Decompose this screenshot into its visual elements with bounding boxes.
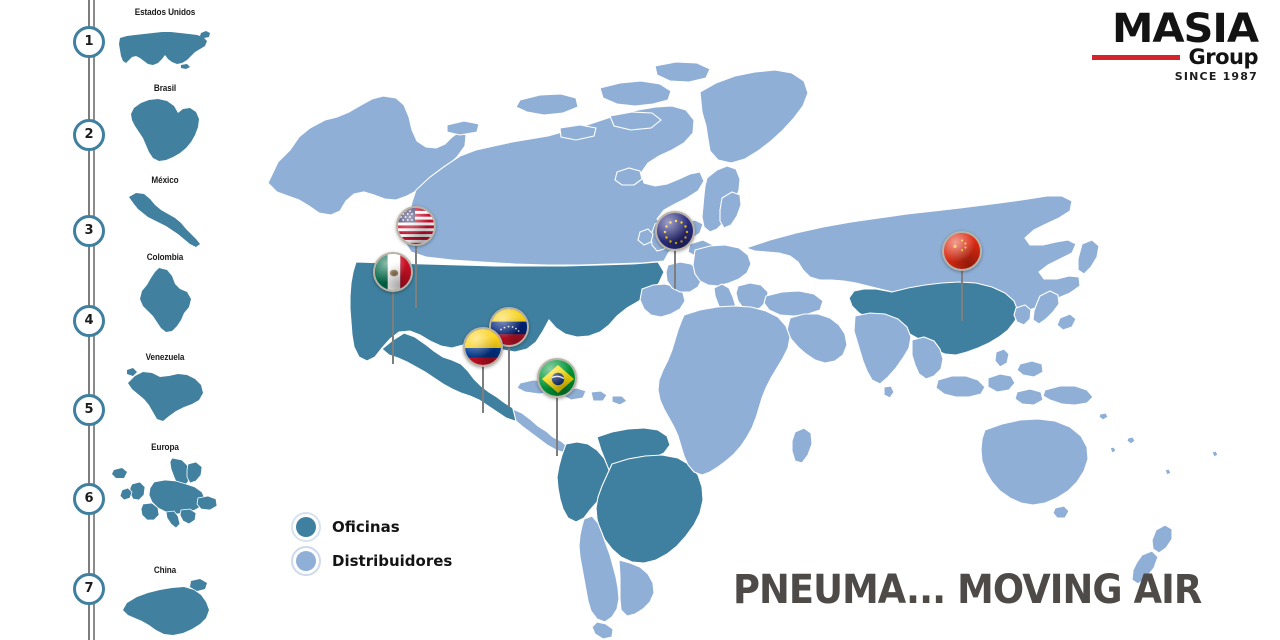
sidebar-item-label: México bbox=[151, 175, 179, 186]
logo-group-text: Group bbox=[1188, 44, 1258, 69]
sidebar-node-3[interactable]: 3 bbox=[73, 215, 105, 247]
co-flag-icon bbox=[463, 327, 503, 367]
sidebar-node-5-number: 5 bbox=[84, 402, 94, 417]
sidebar-item-colombia[interactable]: Colombia bbox=[105, 252, 225, 336]
sidebar-item-label: Estados Unidos bbox=[134, 7, 196, 18]
sidebar-item-label: Europa bbox=[151, 442, 179, 453]
map-marker-china[interactable] bbox=[942, 231, 982, 321]
sidebar-item-label: Venezuela bbox=[145, 352, 185, 363]
brasil-silhouette-icon bbox=[105, 95, 225, 167]
br-flag-icon bbox=[537, 358, 577, 398]
pin-stem bbox=[415, 244, 417, 308]
pin-stem bbox=[674, 249, 676, 289]
pin-stem bbox=[961, 269, 963, 321]
us-flag-icon bbox=[396, 206, 436, 246]
map-marker-colombia[interactable] bbox=[463, 327, 503, 413]
pin-stem bbox=[508, 345, 510, 407]
venezuela-silhouette-icon bbox=[105, 364, 225, 426]
sidebar-node-3-number: 3 bbox=[84, 223, 94, 238]
china-silhouette-icon bbox=[105, 577, 225, 639]
masia-group-logo: MASIA Group SINCE 1987 bbox=[1068, 8, 1259, 83]
eu-flag-icon bbox=[655, 211, 695, 251]
sidebar-item-europa[interactable]: Europa bbox=[105, 442, 225, 532]
legend-item-oficinas[interactable]: Oficinas bbox=[291, 510, 452, 544]
map-marker-venezuela[interactable] bbox=[489, 307, 529, 407]
sidebar-node-7[interactable]: 7 bbox=[73, 573, 105, 605]
map-marker-brasil[interactable] bbox=[537, 358, 577, 456]
sidebar-node-4[interactable]: 4 bbox=[73, 305, 105, 337]
sidebar-node-6[interactable]: 6 bbox=[73, 483, 105, 515]
sidebar-item-label: Brasil bbox=[153, 83, 177, 94]
colombia-silhouette-icon bbox=[105, 264, 225, 336]
sidebar-node-4-number: 4 bbox=[84, 313, 94, 328]
pin-stem bbox=[556, 396, 558, 456]
pin-stem bbox=[482, 365, 484, 413]
logo-wordmark: MASIA bbox=[1111, 6, 1259, 52]
map-marker-europa[interactable] bbox=[655, 211, 695, 289]
legend-item-distribuidores[interactable]: Distribuidores bbox=[291, 544, 452, 578]
tagline: PNEUMA... MOVING AIR bbox=[733, 567, 1202, 613]
logo-red-bar bbox=[1092, 54, 1181, 60]
legend-dot-distribuidores bbox=[291, 546, 321, 576]
sidebar-item-venezuela[interactable]: Venezuela bbox=[105, 352, 225, 426]
ve-flag-icon bbox=[489, 307, 529, 347]
sidebar-node-2-number: 2 bbox=[84, 127, 94, 142]
europa-silhouette-icon bbox=[105, 454, 225, 532]
sidebar-item-label: Colombia bbox=[146, 252, 184, 263]
legend-label: Distribuidores bbox=[332, 552, 453, 570]
pin-stem bbox=[392, 290, 394, 364]
country-sidebar: 1 Estados Unidos 2 Brasil bbox=[0, 0, 225, 640]
cn-flag-icon bbox=[942, 231, 982, 271]
mexico-silhouette-icon bbox=[105, 187, 225, 249]
sidebar-item-estados-unidos[interactable]: Estados Unidos bbox=[105, 7, 225, 71]
sidebar-item-brasil[interactable]: Brasil bbox=[105, 83, 225, 167]
sidebar-node-1-number: 1 bbox=[84, 34, 94, 49]
map-marker-mexico[interactable] bbox=[373, 252, 413, 364]
map-legend: Oficinas Distribuidores bbox=[291, 510, 452, 578]
sidebar-node-7-number: 7 bbox=[84, 581, 94, 596]
sidebar-item-label: China bbox=[153, 565, 177, 576]
legend-dot-oficinas bbox=[291, 512, 321, 542]
legend-label: Oficinas bbox=[332, 518, 400, 536]
sidebar-item-china[interactable]: China bbox=[105, 565, 225, 639]
usa-silhouette-icon bbox=[105, 19, 225, 71]
sidebar-node-5[interactable]: 5 bbox=[73, 394, 105, 426]
sidebar-node-1[interactable]: 1 bbox=[73, 26, 105, 58]
mx-flag-icon bbox=[373, 252, 413, 292]
sidebar-node-2[interactable]: 2 bbox=[73, 119, 105, 151]
map-marker-estados-unidos[interactable] bbox=[396, 206, 436, 308]
logo-since-text: SINCE 1987 bbox=[1174, 70, 1258, 83]
sidebar-item-mexico[interactable]: México bbox=[105, 175, 225, 249]
sidebar-node-6-number: 6 bbox=[84, 491, 94, 506]
